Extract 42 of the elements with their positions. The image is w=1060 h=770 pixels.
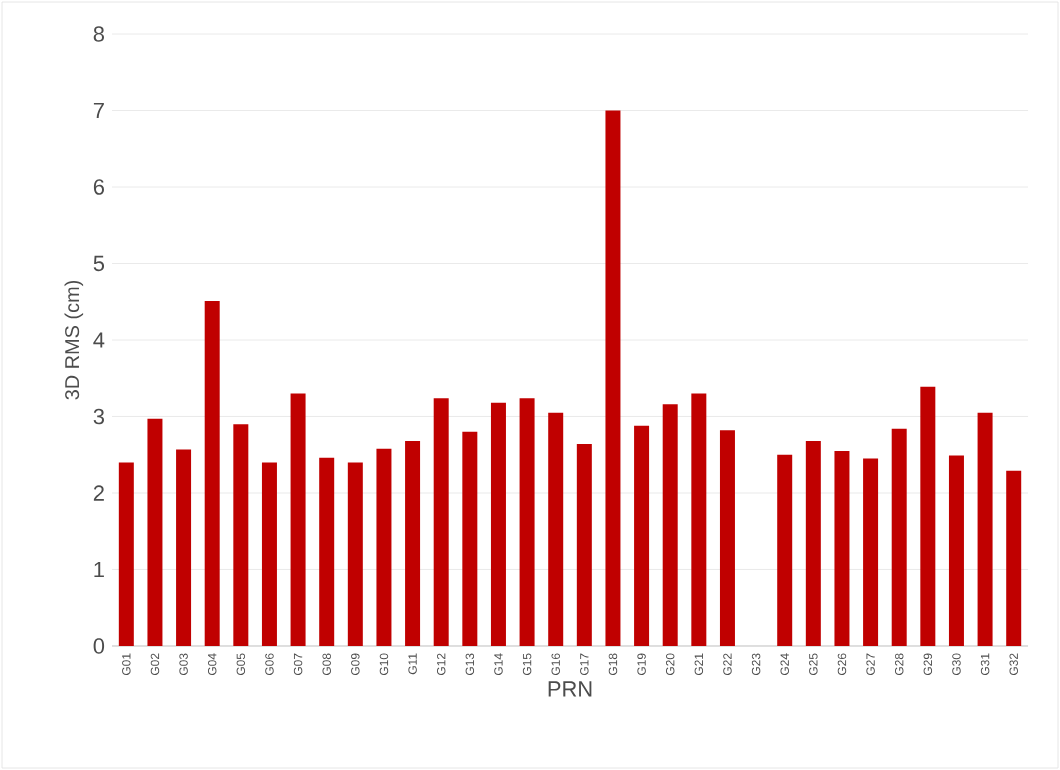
y-axis-title: 3D RMS (cm) — [64, 280, 84, 400]
bar — [204, 300, 220, 646]
x-axis-title: PRN — [548, 681, 592, 697]
bar — [147, 418, 163, 646]
bar — [662, 404, 678, 646]
bar — [118, 462, 134, 646]
bar — [634, 425, 650, 646]
bar — [462, 431, 478, 646]
bar — [519, 398, 535, 646]
y-tick-label: 6 — [93, 179, 104, 195]
bar — [576, 444, 592, 646]
y-tick-label: 3 — [93, 408, 104, 425]
y-tick-label: 5 — [93, 255, 105, 272]
bar — [1006, 470, 1022, 646]
bar — [548, 412, 564, 646]
bar — [433, 398, 449, 646]
bar — [261, 462, 277, 646]
y-tick-label: 1 — [94, 561, 104, 578]
y-tick-label: 2 — [93, 485, 104, 501]
y-tick-label: 4 — [93, 332, 105, 348]
bar — [319, 457, 335, 646]
bar — [719, 430, 735, 646]
y-tick-label: 0 — [93, 638, 105, 654]
bar — [863, 458, 879, 646]
bar — [977, 412, 993, 646]
bar — [948, 455, 964, 646]
bar — [805, 440, 821, 646]
bar — [290, 393, 306, 646]
y-tick-label: 7 — [93, 102, 104, 119]
bar — [834, 450, 850, 646]
bar — [490, 402, 506, 646]
bar — [347, 462, 363, 646]
bar — [691, 393, 707, 646]
bar — [891, 428, 907, 646]
bar — [920, 386, 936, 646]
bar — [233, 424, 249, 646]
bar — [777, 454, 793, 646]
bar — [605, 110, 621, 646]
bar — [405, 440, 421, 646]
bar — [376, 448, 392, 646]
bar — [176, 449, 192, 646]
y-tick-label: 8 — [93, 26, 104, 42]
